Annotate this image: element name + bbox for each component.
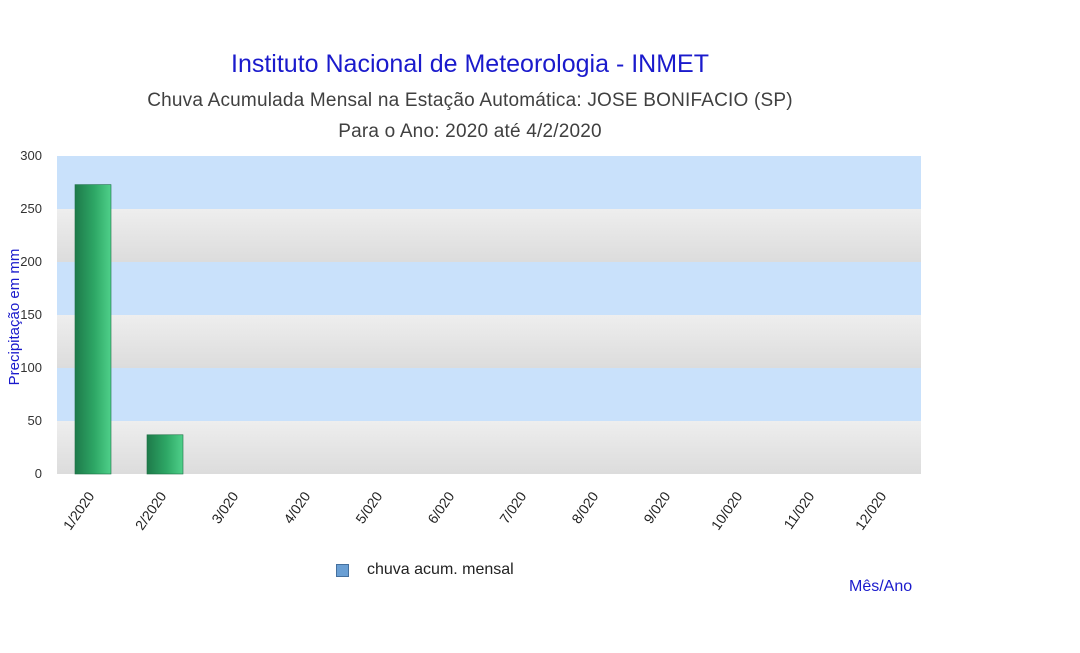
y-tick-label: 250 [20, 201, 42, 216]
x-tick-label: 10/020 [708, 488, 746, 532]
x-tick-label: 3/020 [208, 488, 241, 526]
grid-band-blue [57, 156, 921, 209]
x-tick-label: 7/020 [496, 488, 529, 526]
x-tick-label: 4/020 [280, 488, 313, 526]
legend-swatch [336, 563, 349, 577]
grid-band-gray [57, 421, 921, 474]
x-tick-label: 11/020 [780, 488, 817, 532]
grid-band-gray [57, 209, 921, 262]
grid-band-blue [57, 368, 921, 421]
bar [74, 184, 112, 475]
y-tick-label: 50 [28, 413, 42, 428]
chart-title: Instituto Nacional de Meteorologia - INM… [231, 50, 709, 78]
legend-label: chuva acum. mensal [367, 561, 514, 578]
chart-subtitle-period: Para o Ano: 2020 até 4/2/2020 [338, 121, 602, 142]
grid-band-gray [57, 315, 921, 368]
y-tick-label: 150 [20, 307, 42, 322]
y-axis-label: Precipitação em mm [6, 249, 23, 386]
x-tick-label: 12/020 [852, 488, 890, 532]
grid-band-blue [57, 262, 921, 315]
x-tick-label: 1/2020 [60, 488, 98, 532]
bar [146, 434, 184, 475]
y-tick-label: 200 [20, 254, 42, 269]
x-tick-label: 2/2020 [132, 488, 170, 532]
y-tick-label: 0 [35, 466, 42, 481]
x-tick-label: 5/020 [352, 488, 385, 526]
y-tick-label: 100 [20, 360, 42, 375]
x-tick-label: 6/020 [424, 488, 457, 526]
chart-legend: chuva acum. mensal [336, 561, 514, 579]
x-tick-label: 8/020 [568, 488, 601, 526]
y-tick-label: 300 [20, 148, 42, 163]
x-tick-label: 9/020 [640, 488, 673, 526]
x-axis-label: Mês/Ano [849, 578, 913, 595]
chart-subtitle-station: Chuva Acumulada Mensal na Estação Automá… [147, 90, 793, 111]
